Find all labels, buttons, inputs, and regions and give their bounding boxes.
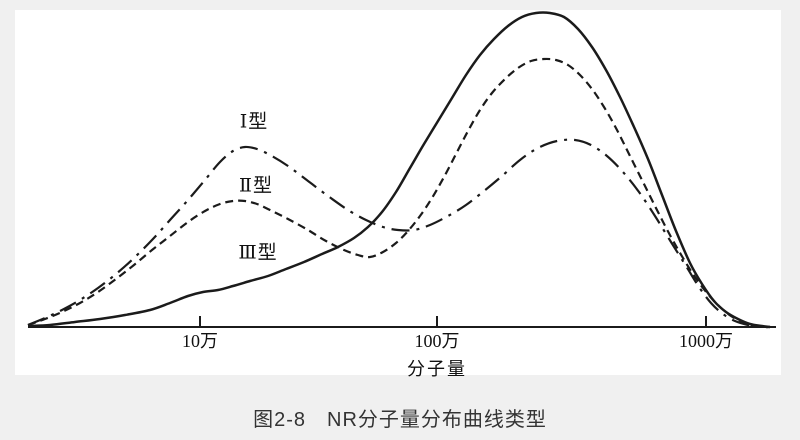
curve-type-3 bbox=[27, 11, 771, 329]
x-tick-label-0: 10万 bbox=[182, 331, 218, 351]
x-tick-label-1: 100万 bbox=[415, 331, 460, 351]
figure-panel bbox=[15, 10, 781, 375]
curve-type-1 bbox=[27, 138, 771, 329]
curve-label-2: Ⅱ型 bbox=[239, 175, 273, 197]
curve-label-3: Ⅲ型 bbox=[238, 242, 278, 264]
x-axis-title: 分子量 bbox=[407, 359, 467, 379]
x-tick-label-2: 1000万 bbox=[679, 331, 733, 351]
figure-caption: 图2-8 NR分子量分布曲线类型 bbox=[253, 409, 547, 431]
curve-type-2 bbox=[27, 57, 769, 329]
curve-label-1: Ⅰ型 bbox=[239, 111, 269, 133]
